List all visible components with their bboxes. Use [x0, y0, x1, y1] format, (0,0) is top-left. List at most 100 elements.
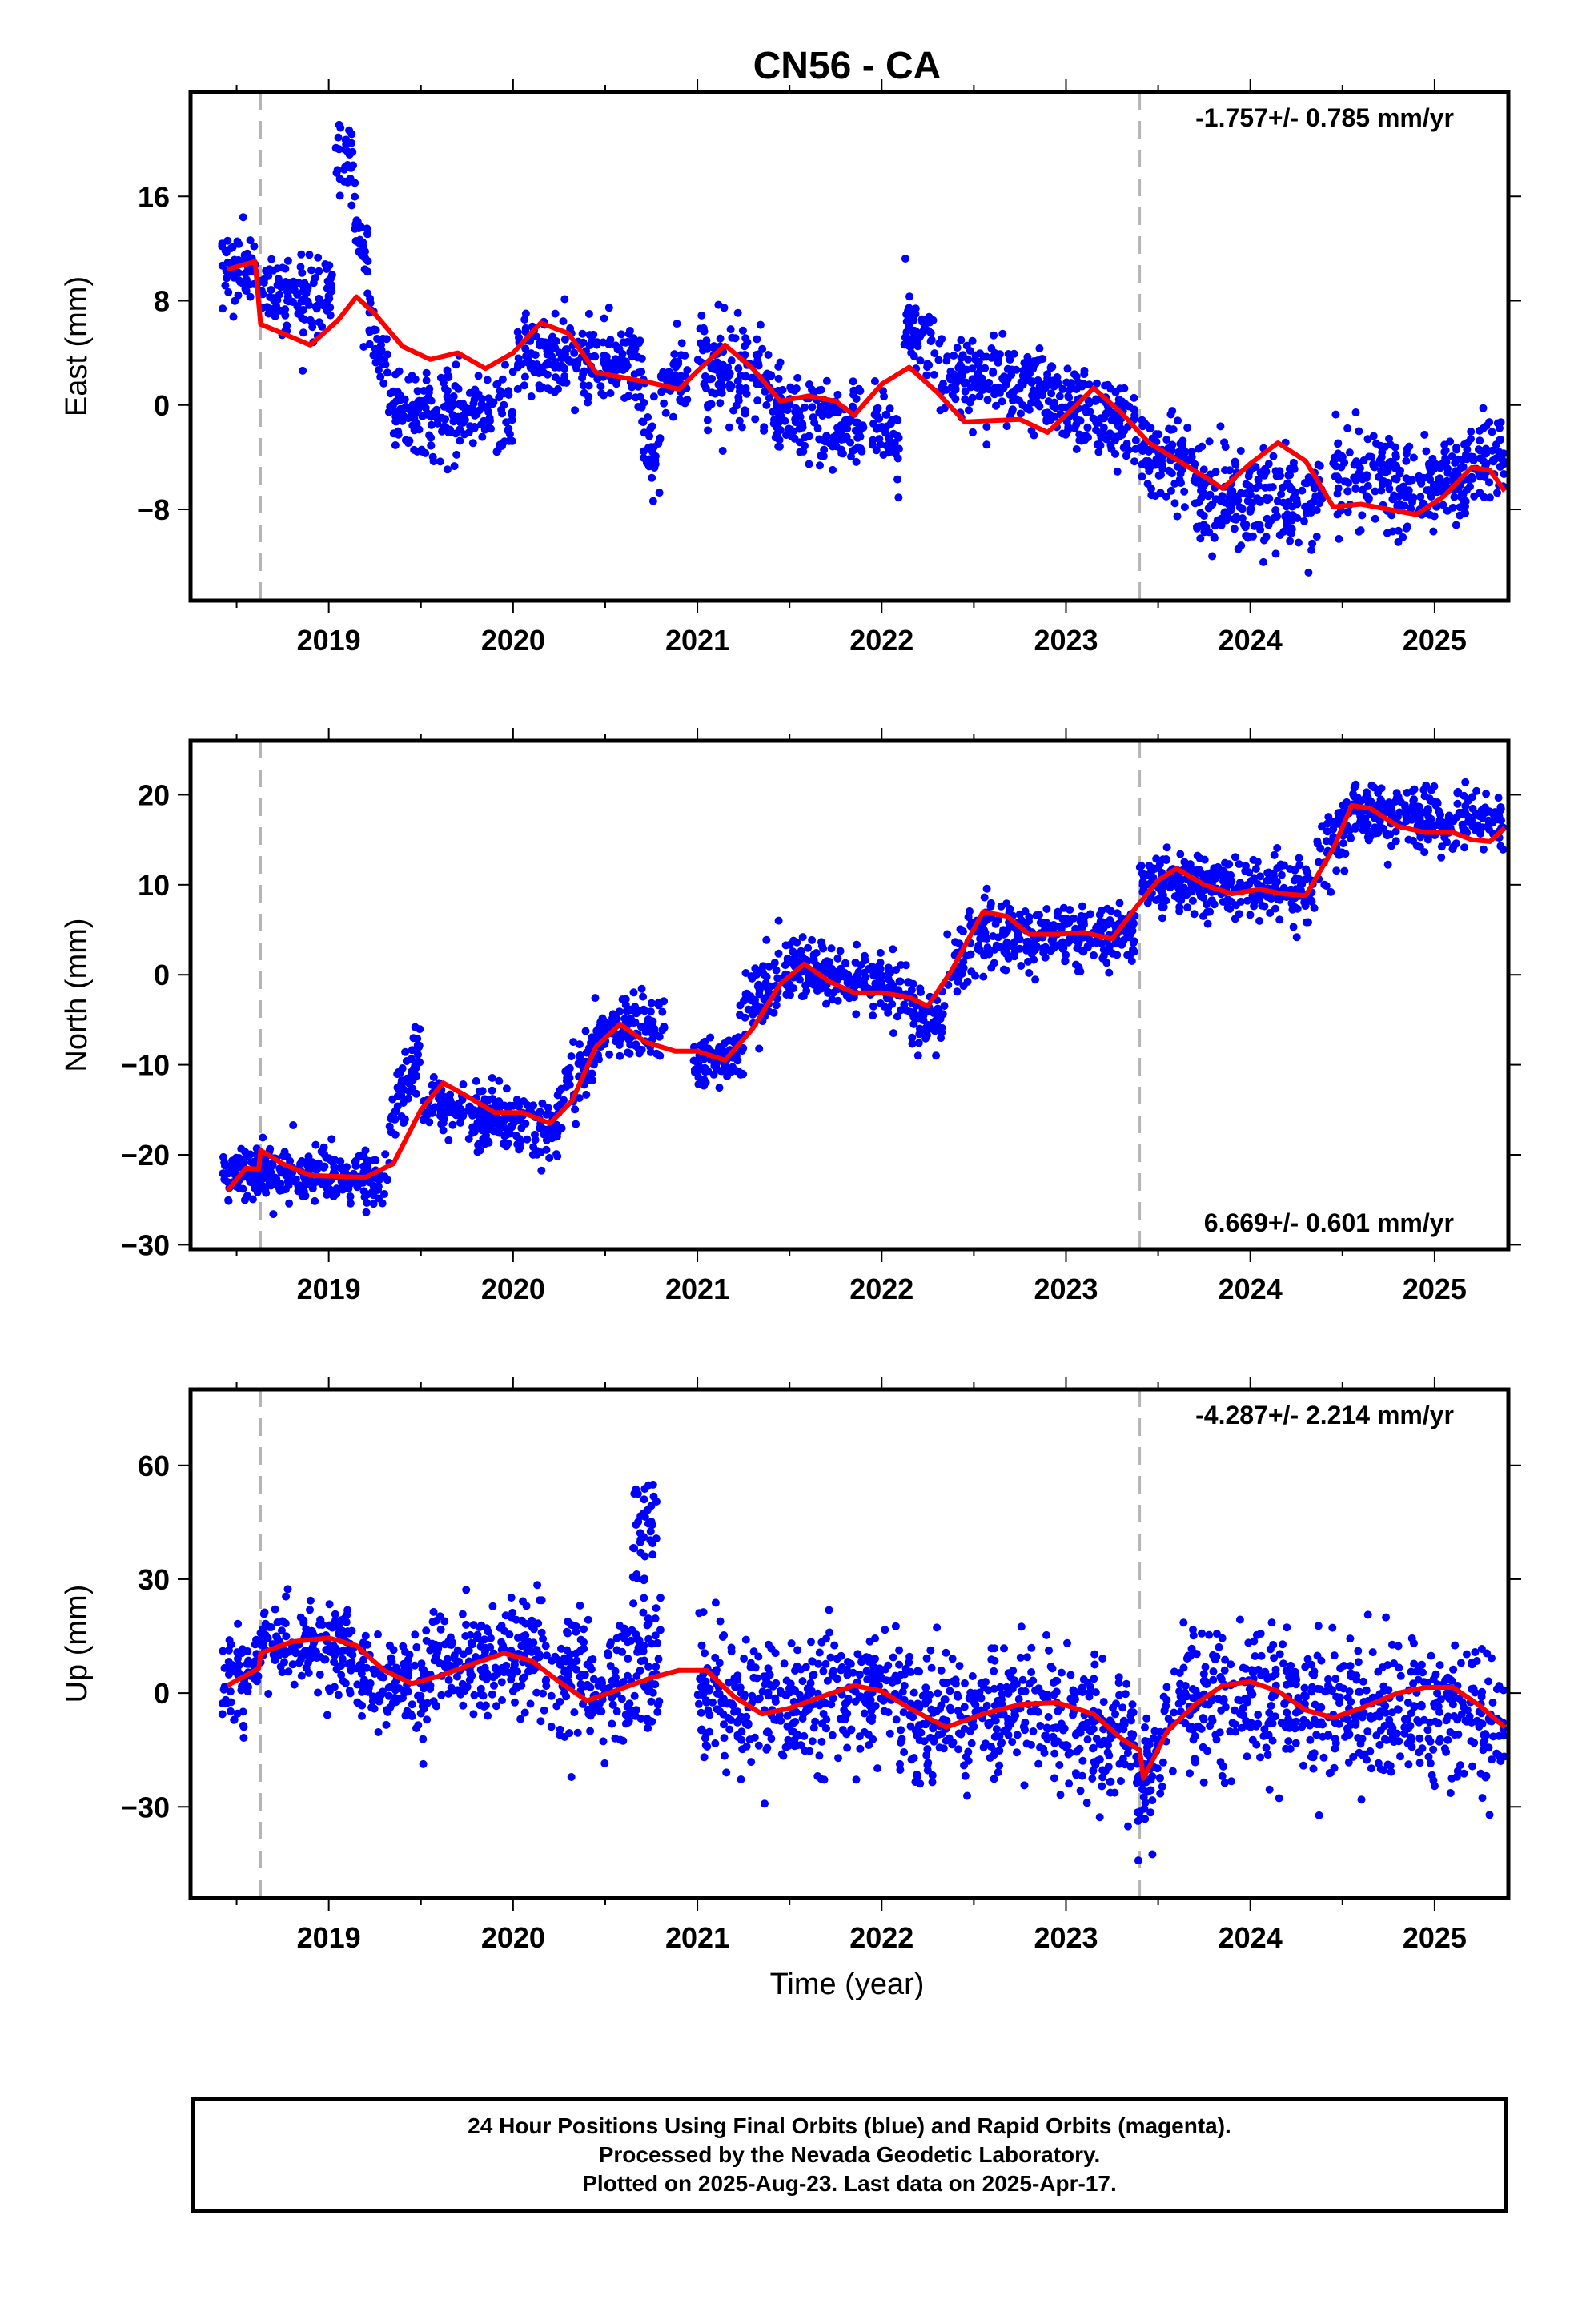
- data-point: [1273, 878, 1282, 887]
- data-point: [753, 396, 762, 405]
- data-point: [765, 962, 773, 971]
- data-point: [226, 1687, 235, 1696]
- y-tick-label: −8: [137, 493, 170, 526]
- data-point: [507, 1675, 516, 1684]
- data-point: [305, 251, 314, 259]
- data-point: [1180, 503, 1189, 512]
- data-point: [1484, 816, 1493, 825]
- data-point: [772, 966, 781, 975]
- data-point: [1188, 896, 1197, 905]
- data-point: [1379, 824, 1387, 833]
- data-point: [351, 192, 359, 201]
- data-point: [932, 1051, 941, 1060]
- data-point: [956, 360, 965, 369]
- data-point: [1308, 539, 1317, 548]
- data-point: [296, 1613, 305, 1622]
- data-point: [841, 959, 850, 968]
- data-point: [1254, 476, 1263, 485]
- data-point: [1199, 489, 1208, 497]
- y-tick-label: 8: [154, 285, 170, 318]
- data-point: [450, 462, 459, 471]
- data-point: [1433, 798, 1442, 806]
- x-tick-label: 2021: [665, 1273, 729, 1305]
- data-point: [1343, 424, 1352, 432]
- data-point: [1482, 790, 1491, 798]
- data-point: [488, 1074, 496, 1082]
- data-point: [1264, 460, 1273, 468]
- data-point: [1420, 430, 1429, 439]
- y-tick-label: 20: [138, 778, 170, 811]
- data-point: [387, 1114, 396, 1123]
- data-point: [751, 964, 760, 973]
- x-tick-label: 2021: [665, 624, 729, 657]
- data-point: [1288, 905, 1297, 914]
- data-point: [764, 351, 773, 359]
- data-point: [1151, 492, 1160, 501]
- data-point: [749, 1010, 757, 1019]
- data-point: [635, 1049, 644, 1058]
- data-point: [897, 1006, 905, 1015]
- data-point: [362, 1208, 371, 1216]
- data-point: [426, 1681, 435, 1690]
- data-point: [363, 1199, 371, 1207]
- data-point: [741, 969, 750, 977]
- data-point: [1164, 444, 1173, 453]
- data-point: [227, 1698, 235, 1707]
- data-point: [596, 382, 605, 391]
- data-point: [263, 1168, 272, 1177]
- data-point: [1489, 810, 1498, 819]
- data-point: [1236, 897, 1245, 906]
- data-point: [281, 311, 290, 320]
- data-point: [1126, 950, 1134, 959]
- data-point: [1304, 918, 1312, 927]
- data-point: [218, 239, 227, 248]
- data-point: [1327, 887, 1335, 896]
- data-point: [315, 1671, 324, 1679]
- data-point: [774, 418, 783, 427]
- data-point: [327, 287, 336, 296]
- data-point: [274, 275, 283, 283]
- data-point: [980, 934, 988, 943]
- data-point: [648, 1023, 657, 1031]
- data-point: [1467, 428, 1476, 436]
- data-point: [1448, 503, 1457, 512]
- data-point: [351, 1162, 360, 1170]
- data-point: [1024, 946, 1033, 955]
- data-point: [577, 1055, 586, 1064]
- data-point: [439, 1126, 448, 1135]
- data-point: [924, 1025, 933, 1034]
- data-point: [922, 371, 931, 380]
- data-point: [1054, 907, 1062, 916]
- data-point: [1479, 424, 1488, 432]
- data-point: [246, 236, 255, 245]
- data-point: [480, 1703, 488, 1711]
- data-point: [324, 1684, 333, 1693]
- data-point: [363, 230, 371, 239]
- data-point: [347, 1658, 356, 1667]
- data-point: [717, 1067, 725, 1076]
- data-point: [315, 1620, 324, 1629]
- data-point: [1168, 407, 1177, 416]
- data-point: [471, 385, 480, 394]
- data-point: [813, 961, 821, 970]
- data-point: [986, 899, 995, 907]
- data-point: [1338, 848, 1347, 857]
- data-point: [244, 267, 253, 276]
- data-point: [1043, 408, 1052, 417]
- data-point: [1315, 461, 1324, 470]
- data-point: [1256, 872, 1264, 881]
- data-point: [557, 1124, 566, 1132]
- data-point: [1251, 865, 1260, 873]
- data-point: [542, 1675, 551, 1684]
- data-point: [1292, 933, 1301, 942]
- data-point: [496, 387, 504, 396]
- data-point: [1493, 489, 1501, 497]
- data-point: [1162, 896, 1170, 905]
- data-point: [424, 388, 433, 397]
- data-point: [1231, 460, 1240, 469]
- data-point: [1072, 445, 1081, 453]
- x-tick-label: 2020: [481, 1273, 545, 1305]
- data-point: [1419, 473, 1428, 482]
- data-point: [1193, 524, 1202, 533]
- data-point: [912, 327, 920, 336]
